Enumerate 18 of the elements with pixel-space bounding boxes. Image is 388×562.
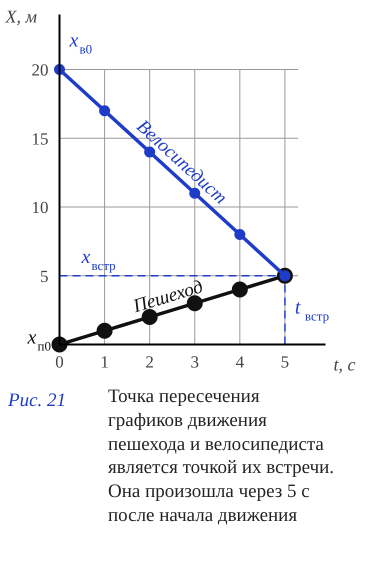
- x-tick-label: 3: [190, 352, 200, 372]
- x-tick-label: 5: [280, 352, 290, 372]
- x-tick-label: 0: [55, 352, 64, 372]
- x-tick-label: 2: [145, 352, 154, 372]
- text: Точка пересечения графиков движения пешехода и велосипедиста является точкой их встречи. Она произошла через 5 с после начала движения: [108, 385, 334, 528]
- x-tick-label: 4: [236, 352, 245, 372]
- y-tick-label: 15: [32, 129, 48, 148]
- y-tick-label: 20: [32, 60, 48, 80]
- point: [232, 282, 248, 298]
- point: [99, 105, 110, 116]
- point: [234, 229, 246, 240]
- y-tick-label: 10: [32, 198, 48, 217]
- y-tick-label: 5: [40, 266, 48, 286]
- x-axis-title: t, с: [334, 354, 356, 374]
- text: Рис. 21: [8, 389, 68, 413]
- point: [96, 322, 113, 339]
- x-tick-label: 1: [100, 352, 109, 372]
- y-axis-title: X, м: [4, 6, 38, 26]
